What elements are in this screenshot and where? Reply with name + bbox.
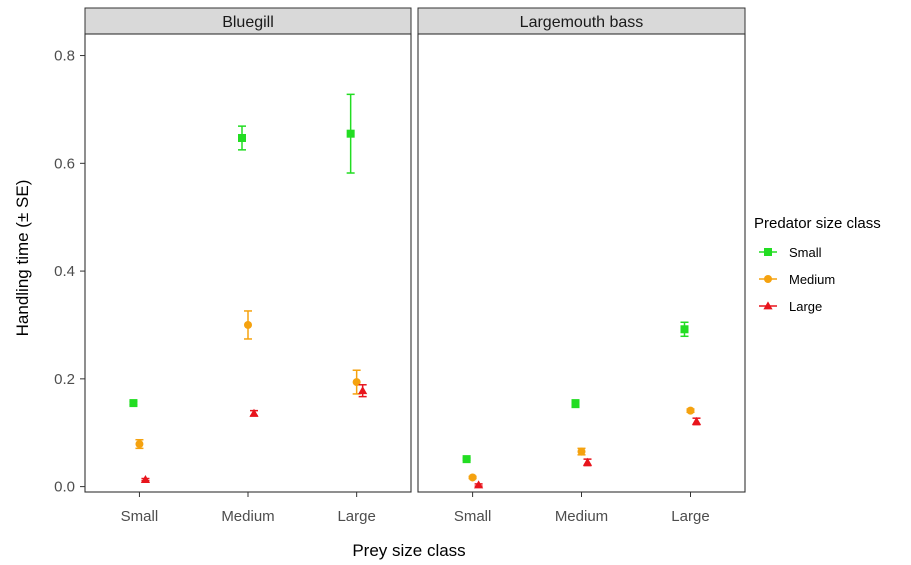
data-point bbox=[135, 440, 144, 449]
y-tick-label: 0.2 bbox=[54, 371, 75, 388]
data-point bbox=[680, 325, 689, 334]
y-tick-label: 0.6 bbox=[54, 155, 75, 172]
legend-key-marker bbox=[764, 275, 772, 283]
y-axis-title: Handling time (± SE) bbox=[13, 180, 32, 337]
legend-label: Large bbox=[789, 299, 822, 314]
panel-title: Largemouth bass bbox=[520, 14, 644, 31]
legend-key-marker bbox=[763, 301, 773, 310]
data-point bbox=[571, 399, 580, 408]
y-tick-label: 0.8 bbox=[54, 48, 75, 65]
panel-strip bbox=[84, 7, 412, 35]
x-tick-label: Medium bbox=[221, 508, 274, 525]
panel: Bluegill Small Medium Large bbox=[84, 7, 412, 525]
data-point bbox=[474, 480, 484, 489]
panels-layer: Bluegill Small Medium Large Largemouth bass S… bbox=[84, 7, 746, 525]
data-point bbox=[346, 129, 355, 138]
data-point bbox=[358, 386, 368, 395]
data-point bbox=[129, 399, 138, 408]
data-point bbox=[249, 408, 259, 417]
legend-title: Predator size class bbox=[754, 215, 881, 232]
panel-title: Bluegill bbox=[222, 14, 274, 31]
data-point bbox=[244, 320, 252, 329]
x-tick-label: Large bbox=[337, 508, 375, 525]
data-point bbox=[577, 447, 586, 456]
data-point bbox=[686, 406, 695, 415]
y-tick-label: 0.0 bbox=[54, 479, 75, 496]
data-point bbox=[691, 416, 702, 425]
data-point bbox=[238, 133, 246, 142]
data-point bbox=[582, 457, 593, 466]
panel-strip bbox=[417, 7, 746, 35]
data-point bbox=[468, 473, 477, 482]
y-axis: 0.0 0.2 0.4 0.6 0.8 bbox=[54, 48, 85, 496]
panel-frame bbox=[84, 33, 412, 493]
x-axis-title: Prey size class bbox=[352, 541, 465, 560]
data-point bbox=[462, 455, 471, 464]
y-tick-label: 0.4 bbox=[54, 263, 75, 280]
legend: Predator size class Small Medium Large bbox=[754, 215, 881, 314]
x-tick-label: Small bbox=[121, 508, 159, 525]
legend-label: Small bbox=[789, 245, 822, 260]
panel: Largemouth bass Small Medium Large bbox=[417, 7, 746, 525]
legend-entry: Small bbox=[759, 245, 822, 260]
data-point bbox=[140, 475, 151, 484]
x-tick-label: Small bbox=[454, 508, 492, 525]
x-tick-label: Large bbox=[671, 508, 709, 525]
legend-label: Medium bbox=[789, 272, 835, 287]
legend-entry: Large bbox=[759, 299, 822, 314]
x-tick-label: Medium bbox=[555, 508, 608, 525]
legend-entry: Medium bbox=[759, 272, 835, 287]
legend-key-marker bbox=[764, 248, 772, 256]
